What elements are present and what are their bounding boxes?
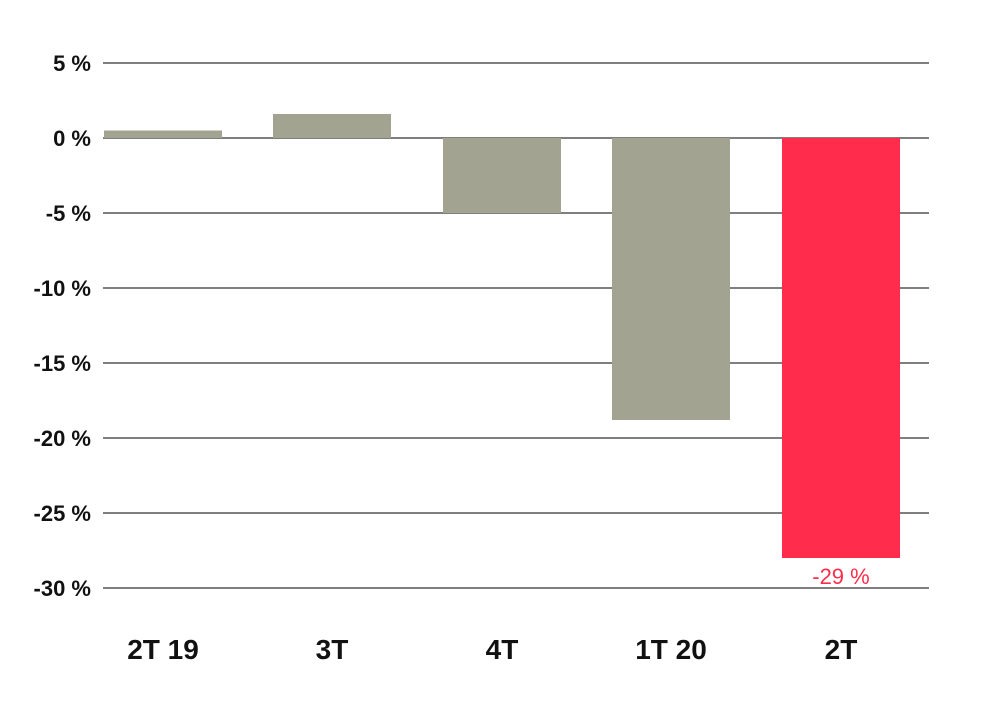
bar <box>443 138 561 213</box>
x-tick-label: 3T <box>316 634 349 665</box>
y-tick-label: 5 % <box>53 51 91 76</box>
bar <box>273 114 391 138</box>
bar <box>782 138 900 558</box>
x-tick-label: 1T 20 <box>635 634 707 665</box>
y-tick-label: -20 % <box>34 426 91 451</box>
y-tick-label: -30 % <box>34 576 91 601</box>
bar <box>612 138 730 420</box>
y-tick-label: -25 % <box>34 501 91 526</box>
x-tick-label: 2T <box>825 634 858 665</box>
y-tick-label: -10 % <box>34 276 91 301</box>
y-tick-label: -15 % <box>34 351 91 376</box>
x-tick-label: 2T 19 <box>127 634 199 665</box>
bar <box>104 130 222 138</box>
y-tick-label: -5 % <box>46 201 91 226</box>
x-tick-label: 4T <box>486 634 519 665</box>
data-label: -29 % <box>812 564 869 589</box>
y-tick-label: 0 % <box>53 126 91 151</box>
